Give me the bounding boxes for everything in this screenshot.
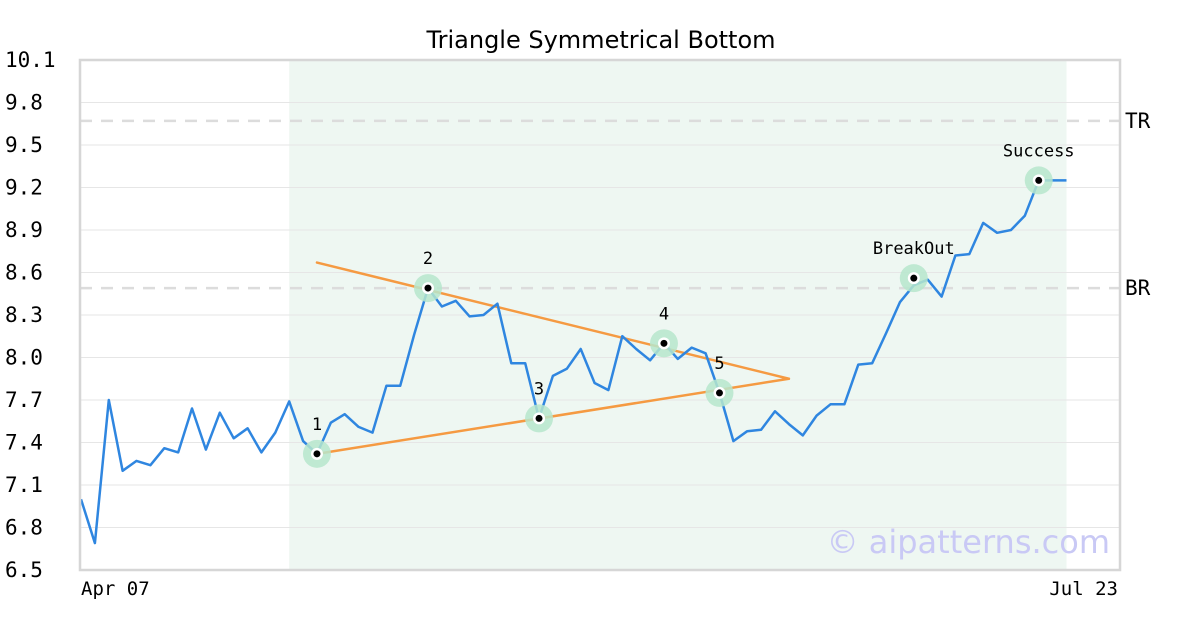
y-tick-label: 7.7 xyxy=(5,388,43,412)
y-tick-label: 10.1 xyxy=(5,48,56,72)
x-axis-ticks: Apr 07 Jul 23 xyxy=(81,578,1118,600)
pattern-point-marker xyxy=(1035,176,1043,184)
y-tick-label: 9.5 xyxy=(5,133,43,157)
pattern-point-label: 2 xyxy=(423,249,433,269)
grid-layer xyxy=(80,59,1120,571)
plot-frame xyxy=(78,58,1122,572)
pattern-point-marker xyxy=(313,450,321,458)
pattern-point-marker xyxy=(535,414,543,422)
x-tick-label: Jul 23 xyxy=(1049,578,1118,600)
pattern-point-label: 4 xyxy=(659,304,669,324)
pattern-point-marker xyxy=(424,284,432,292)
y-tick-label: 6.5 xyxy=(5,558,43,582)
pattern-point-label: 3 xyxy=(534,379,544,399)
y-tick-label: 7.4 xyxy=(5,431,43,455)
y-tick-label: 9.8 xyxy=(5,91,43,115)
series-layer xyxy=(79,179,1067,545)
pattern-point-marker xyxy=(715,389,723,397)
y-tick-label: 8.3 xyxy=(5,303,43,327)
y-tick-label: 7.1 xyxy=(5,473,43,497)
watermark-text: © aipatterns.com xyxy=(827,523,1110,561)
pattern-point-label: BreakOut xyxy=(873,239,955,259)
y-axis-ticks: 6.5 6.8 7.1 7.4 7.7 8.0 8.3 8.6 8.9 9.2 9.5 9.8 10.1 xyxy=(5,48,56,582)
trendline xyxy=(315,261,791,380)
reference-line-label: BR xyxy=(1125,276,1151,300)
pattern-points-layer: 1 2 3 4 5 BreakOut Success xyxy=(302,141,1075,468)
price-series-line xyxy=(79,179,1067,545)
pattern-point-label: 1 xyxy=(312,415,322,435)
x-tick-label: Apr 07 xyxy=(81,578,150,600)
y-tick-label: 6.8 xyxy=(5,516,43,540)
reference-line-label: TR xyxy=(1125,109,1151,133)
pattern-point-label: Success xyxy=(1003,141,1075,161)
reference-lines-layer: TR BR xyxy=(80,109,1151,300)
y-tick-label: 8.6 xyxy=(5,261,43,285)
pattern-point-label: 5 xyxy=(714,354,724,374)
chart-title: Triangle Symmetrical Bottom xyxy=(425,26,775,54)
pattern-point-marker xyxy=(910,274,918,282)
y-tick-label: 8.9 xyxy=(5,218,43,242)
pattern-point-marker xyxy=(660,339,668,347)
y-tick-label: 9.2 xyxy=(5,176,43,200)
y-tick-label: 8.0 xyxy=(5,346,43,370)
